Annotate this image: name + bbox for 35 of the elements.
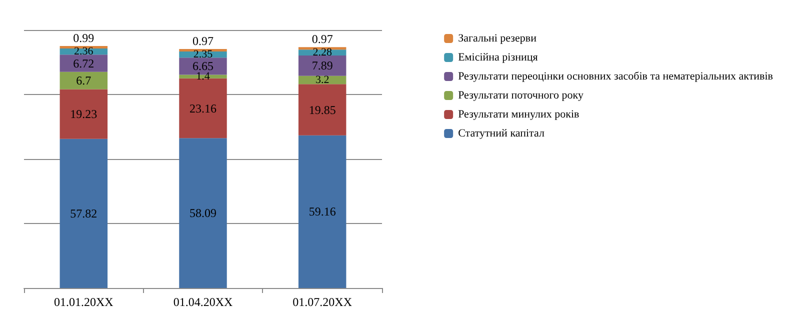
data-label: 2.36 (74, 46, 94, 58)
data-label: 0.97 (312, 32, 333, 46)
bar (60, 138, 108, 288)
legend-label: Статутний капітал (458, 128, 545, 140)
data-label: 58.09 (190, 206, 216, 220)
bar (60, 72, 108, 90)
x-tick-label: 01.01.20XX (54, 295, 114, 309)
data-label: 3.2 (315, 74, 330, 86)
data-label: 6.65 (192, 59, 214, 74)
data-label: 19.85 (308, 102, 336, 117)
bar (298, 135, 346, 288)
data-label: 23.16 (190, 101, 216, 116)
legend-label: Емісійна різниця (458, 52, 538, 64)
legend-label: Результати переоцінки основних засобів та нематеріальних активів (458, 70, 774, 82)
data-label: 7.89 (312, 58, 333, 73)
legend-label: Загальні резерви (458, 32, 537, 44)
data-label: 57.82 (70, 206, 98, 220)
bar (60, 89, 108, 139)
bar (298, 56, 346, 76)
data-label: 2.35 (193, 48, 214, 61)
bar (179, 78, 227, 138)
data-label: 0.99 (73, 30, 94, 45)
data-label: 0.97 (192, 34, 214, 48)
bar (298, 84, 346, 136)
bar (60, 54, 108, 72)
x-tick-label: 01.04.20XX (173, 295, 233, 309)
data-label: 59.16 (308, 204, 336, 219)
data-label: 6.72 (73, 56, 94, 70)
data-label: 19.23 (70, 107, 98, 122)
bar (179, 138, 227, 288)
data-label: 2.28 (312, 46, 332, 59)
data-label: 6.7 (76, 74, 92, 88)
legend-label: Результати поточного року (458, 90, 584, 102)
legend-label: Результати минулих років (458, 108, 580, 120)
x-tick-label: 01.07.20XX (292, 295, 352, 309)
